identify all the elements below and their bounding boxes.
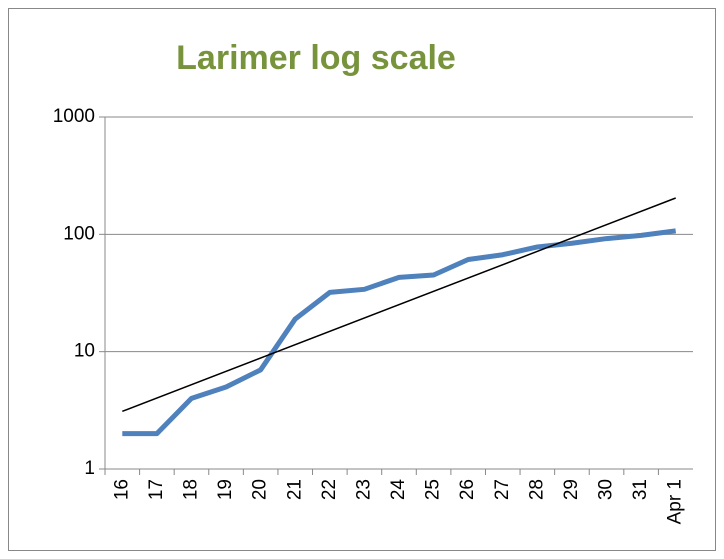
x-tick-label: Apr 1 bbox=[665, 479, 686, 524]
x-tick-label: 16 bbox=[111, 479, 132, 500]
data-line bbox=[122, 228, 677, 437]
x-tick-label: 21 bbox=[284, 479, 305, 500]
y-tick-label: 100 bbox=[63, 223, 95, 244]
x-tick-label: 28 bbox=[526, 479, 547, 500]
x-tick-label: 24 bbox=[388, 479, 409, 501]
x-tick-label: 18 bbox=[180, 479, 201, 500]
y-tick-label: 1 bbox=[84, 458, 95, 479]
x-tick-label: 20 bbox=[250, 479, 271, 500]
chart-title: Larimer log scale bbox=[176, 39, 456, 77]
chart-frame bbox=[8, 8, 716, 551]
x-tick-label: 26 bbox=[457, 479, 478, 500]
y-tick-label: 1000 bbox=[53, 106, 95, 127]
x-tick-label: 25 bbox=[423, 479, 444, 500]
x-tick-label: 29 bbox=[561, 479, 582, 500]
x-tick-label: 23 bbox=[353, 479, 374, 500]
x-tick-label: 27 bbox=[492, 479, 513, 500]
x-tick-label: 22 bbox=[319, 479, 340, 500]
trend-line bbox=[122, 197, 676, 413]
y-tick-label: 10 bbox=[74, 341, 95, 362]
x-tick-label: 17 bbox=[146, 479, 167, 500]
x-tick-label: 19 bbox=[215, 479, 236, 500]
x-tick-label: 31 bbox=[630, 479, 651, 500]
x-tick-label: 30 bbox=[596, 479, 617, 500]
